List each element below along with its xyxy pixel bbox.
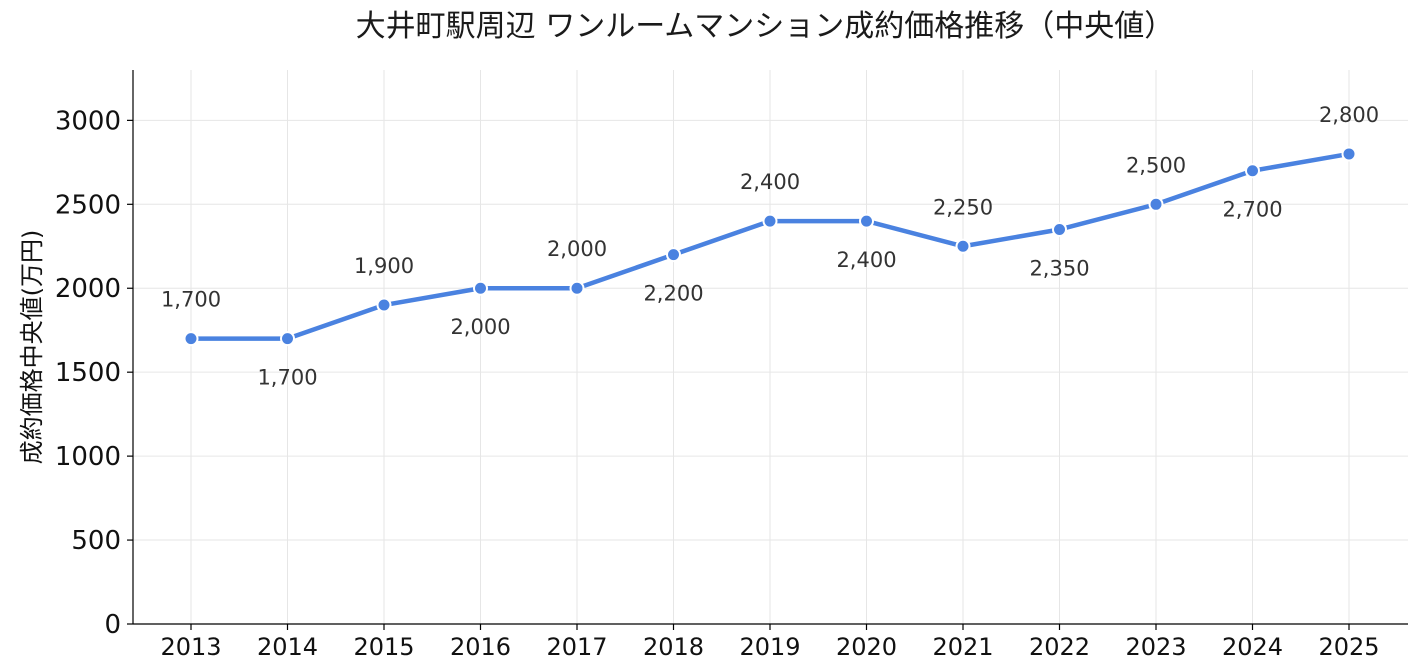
data-point <box>1341 146 1357 162</box>
data-point <box>666 247 681 263</box>
data-label: 2,400 <box>836 248 896 272</box>
data-point <box>1148 196 1164 212</box>
data-point <box>376 297 392 313</box>
data-point <box>569 280 585 296</box>
data-point <box>955 238 971 254</box>
data-point <box>183 331 199 347</box>
data-point <box>1245 163 1260 179</box>
x-tick-label: 2018 <box>643 633 704 661</box>
y-tick-label: 3000 <box>55 106 121 136</box>
data-label: 2,250 <box>933 195 993 219</box>
x-tick-label: 2023 <box>1125 633 1186 661</box>
data-point <box>859 213 874 229</box>
axes <box>127 70 1408 630</box>
data-label: 2,400 <box>740 170 800 194</box>
x-tick-label: 2022 <box>1029 633 1090 661</box>
y-tick-label: 500 <box>71 526 121 556</box>
x-tick-label: 2016 <box>450 633 511 661</box>
data-points <box>183 146 1357 347</box>
grid-lines <box>133 70 1408 624</box>
data-label: 2,000 <box>450 315 510 339</box>
data-label: 2,000 <box>547 237 607 261</box>
chart-title: 大井町駅周辺 ワンルームマンション成約価格推移（中央値） <box>356 9 1175 44</box>
data-point <box>280 331 295 347</box>
data-label: 2,350 <box>1029 256 1089 280</box>
x-tick-label: 2015 <box>353 633 414 661</box>
data-labels: 1,700 1,700 1,900 2,000 2,000 2,200 2,400 2,400… <box>161 103 1379 390</box>
data-label: 2,500 <box>1126 153 1186 177</box>
data-label: 2,700 <box>1222 198 1282 222</box>
data-point <box>1052 221 1067 237</box>
data-point <box>762 213 778 229</box>
data-label: 1,700 <box>257 366 317 390</box>
x-tick-label: 2020 <box>836 633 897 661</box>
data-label: 2,200 <box>643 282 703 306</box>
y-tick-label: 2500 <box>55 190 121 220</box>
y-tick-label: 1000 <box>55 442 121 472</box>
data-label: 1,900 <box>354 254 414 278</box>
y-tick-label: 2000 <box>55 274 121 304</box>
data-point <box>473 280 488 296</box>
data-label: 2,800 <box>1319 103 1379 127</box>
y-tick-labels: 0 500 1000 1500 2000 2500 3000 <box>55 106 121 640</box>
y-tick-label: 0 <box>104 610 121 640</box>
y-axis-label: 成約価格中央値(万円) <box>18 230 46 465</box>
x-tick-labels: 2013 2014 2015 2016 2017 2018 2019 2020 2021 2022… <box>160 633 1379 661</box>
x-tick-label: 2024 <box>1222 633 1283 661</box>
x-tick-label: 2014 <box>257 633 318 661</box>
x-tick-label: 2017 <box>546 633 607 661</box>
x-tick-label: 2013 <box>160 633 221 661</box>
x-tick-label: 2021 <box>932 633 993 661</box>
data-label: 1,700 <box>161 288 221 312</box>
y-tick-label: 1500 <box>55 358 121 388</box>
x-tick-label: 2019 <box>739 633 800 661</box>
x-tick-label: 2025 <box>1318 633 1379 661</box>
